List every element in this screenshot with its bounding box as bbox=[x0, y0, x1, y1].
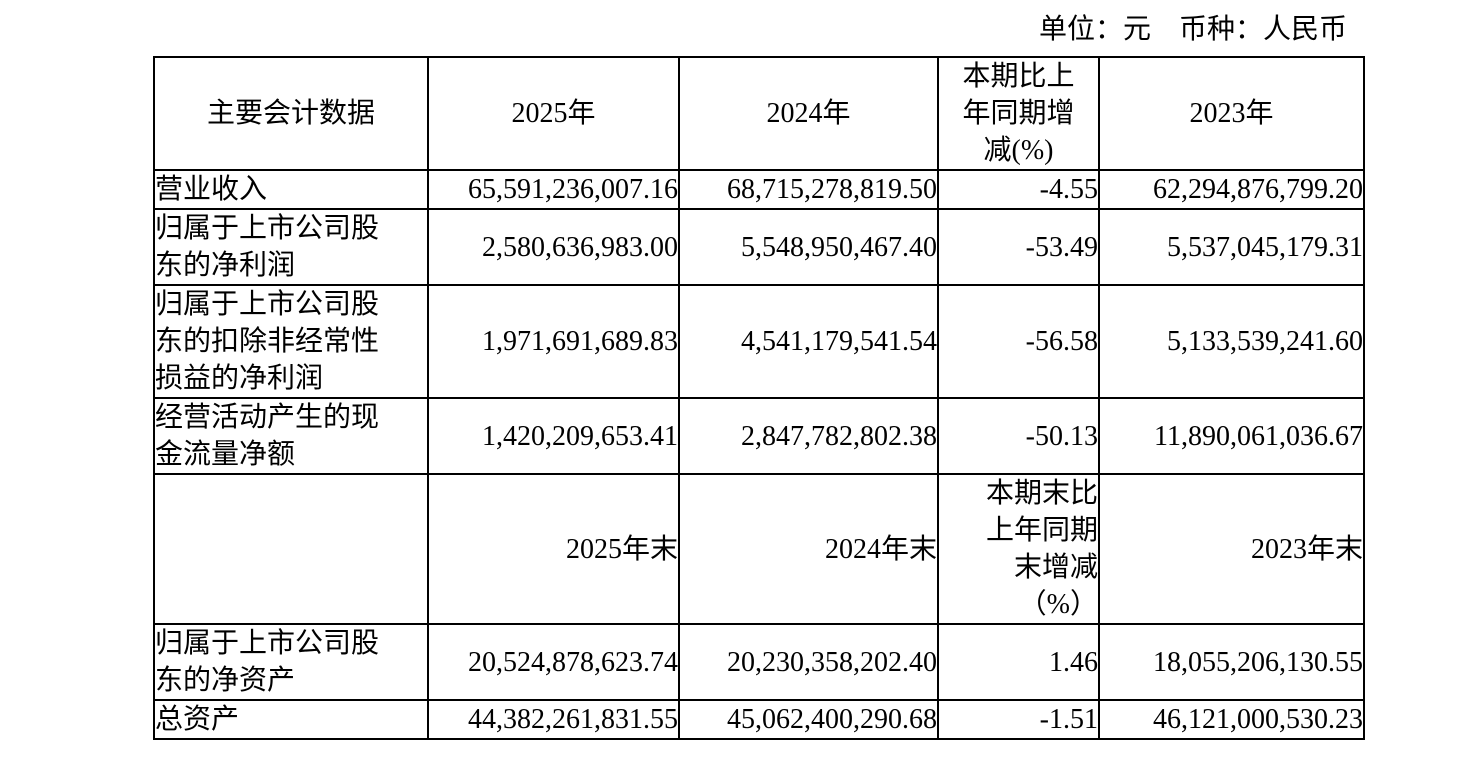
table-row: 营业收入 65,591,236,007.16 68,715,278,819.50… bbox=[153, 169, 1365, 210]
table-row: 归属于上市公司股 东的扣除非经常性 损益的净利润 1,971,691,689.8… bbox=[153, 284, 1365, 399]
change-percent: -56.58 bbox=[937, 284, 1100, 399]
table-row: 总资产 44,382,261,831.55 45,062,400,290.68 … bbox=[153, 699, 1365, 740]
col-header-2025: 2025年 bbox=[427, 56, 680, 171]
col-header-2023-end: 2023年末 bbox=[1098, 473, 1365, 625]
metric-label: 归属于上市公司股 东的扣除非经常性 损益的净利润 bbox=[153, 284, 429, 399]
value-2025: 1,971,691,689.83 bbox=[427, 284, 680, 399]
value-2025: 44,382,261,831.55 bbox=[427, 699, 680, 740]
value-2023: 62,294,876,799.20 bbox=[1098, 169, 1365, 210]
value-2024: 20,230,358,202.40 bbox=[678, 623, 939, 701]
col-header-2025-end: 2025年末 bbox=[427, 473, 680, 625]
value-2024: 68,715,278,819.50 bbox=[678, 169, 939, 210]
table-header-row-period: 主要会计数据 2025年 2024年 本期比上 年同期增 减(%) 2023年 bbox=[153, 56, 1365, 171]
table-row: 归属于上市公司股 东的净资产 20,524,878,623.74 20,230,… bbox=[153, 623, 1365, 701]
table-header-row-period-end: 2025年末 2024年末 本期末比 上年同期 末增减 （%） 2023年末 bbox=[153, 473, 1365, 625]
col-header-2024: 2024年 bbox=[678, 56, 939, 171]
value-2025: 65,591,236,007.16 bbox=[427, 169, 680, 210]
value-2025: 1,420,209,653.41 bbox=[427, 397, 680, 475]
value-2023: 11,890,061,036.67 bbox=[1098, 397, 1365, 475]
change-percent: -50.13 bbox=[937, 397, 1100, 475]
change-percent: 1.46 bbox=[937, 623, 1100, 701]
value-2023: 46,121,000,530.23 bbox=[1098, 699, 1365, 740]
unit-currency-note: 单位：元 币种：人民币 bbox=[1038, 14, 1347, 45]
metric-label: 营业收入 bbox=[153, 169, 429, 210]
col-header-change-end: 本期末比 上年同期 末增减 （%） bbox=[937, 473, 1100, 625]
table-row: 归属于上市公司股 东的净利润 2,580,636,983.00 5,548,95… bbox=[153, 208, 1365, 286]
metric-label: 归属于上市公司股 东的净资产 bbox=[153, 623, 429, 701]
col-header-2023: 2023年 bbox=[1098, 56, 1365, 171]
value-2024: 45,062,400,290.68 bbox=[678, 699, 939, 740]
value-2023: 18,055,206,130.55 bbox=[1098, 623, 1365, 701]
value-2025: 20,524,878,623.74 bbox=[427, 623, 680, 701]
value-2025: 2,580,636,983.00 bbox=[427, 208, 680, 286]
col-header-metric: 主要会计数据 bbox=[153, 56, 429, 171]
metric-label: 经营活动产生的现 金流量净额 bbox=[153, 397, 429, 475]
metric-label: 总资产 bbox=[153, 699, 429, 740]
change-percent: -4.55 bbox=[937, 169, 1100, 210]
value-2023: 5,133,539,241.60 bbox=[1098, 284, 1365, 399]
change-percent: -1.51 bbox=[937, 699, 1100, 740]
col-header-change: 本期比上 年同期增 减(%) bbox=[937, 56, 1100, 171]
value-2024: 2,847,782,802.38 bbox=[678, 397, 939, 475]
value-2023: 5,537,045,179.31 bbox=[1098, 208, 1365, 286]
financial-summary-table: 主要会计数据 2025年 2024年 本期比上 年同期增 减(%) 2023年 … bbox=[153, 56, 1365, 740]
col-header-metric-empty bbox=[153, 473, 429, 625]
change-percent: -53.49 bbox=[937, 208, 1100, 286]
col-header-2024-end: 2024年末 bbox=[678, 473, 939, 625]
value-2024: 4,541,179,541.54 bbox=[678, 284, 939, 399]
table-row: 经营活动产生的现 金流量净额 1,420,209,653.41 2,847,78… bbox=[153, 397, 1365, 475]
metric-label: 归属于上市公司股 东的净利润 bbox=[153, 208, 429, 286]
value-2024: 5,548,950,467.40 bbox=[678, 208, 939, 286]
